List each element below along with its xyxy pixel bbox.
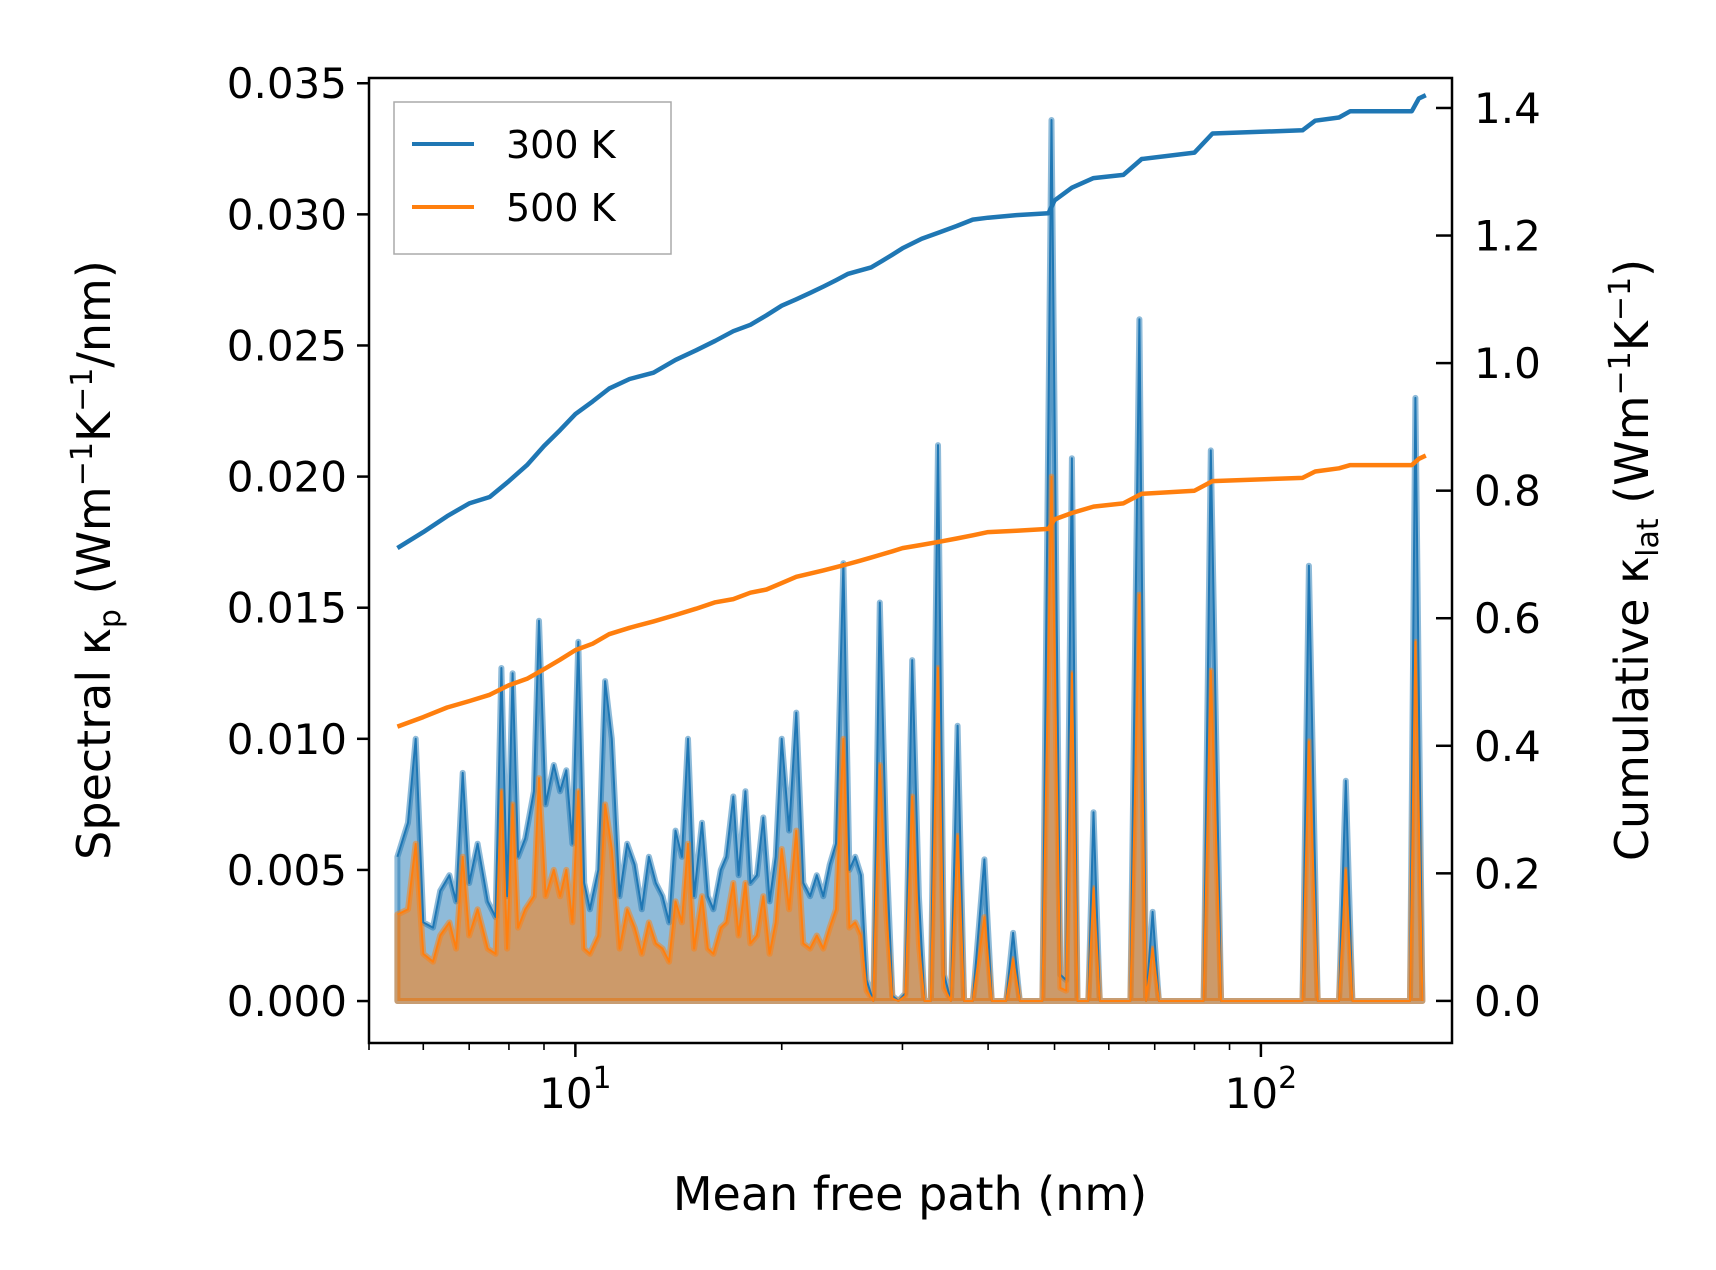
right-y-tick-label: 0.8 <box>1474 467 1541 516</box>
right-y-tick-labels: 0.0 0.2 0.4 0.6 0.8 1.0 1.2 1.4 <box>1474 84 1541 1026</box>
left-y-tick-label: 0.035 <box>227 59 347 108</box>
right-y-tick-label: 0.6 <box>1474 594 1541 643</box>
x-tick-label: 102 <box>1225 1061 1298 1118</box>
left-y-axis-title: Spectral κp (Wm−1K−1/nm) <box>65 260 128 860</box>
left-y-tick-labels: 0.000 0.005 0.010 0.015 0.020 0.025 0.03… <box>227 59 347 1026</box>
cumulative-line-300k <box>396 93 1427 551</box>
right-y-tick-label: 0.4 <box>1474 722 1541 771</box>
right-y-tick-label: 0.0 <box>1474 977 1541 1026</box>
left-y-tick-label: 0.025 <box>227 321 347 370</box>
left-y-tick-label: 0.030 <box>227 190 347 239</box>
x-axis-title: Mean free path (nm) <box>673 1167 1147 1221</box>
left-y-tick-label: 0.005 <box>227 846 347 895</box>
legend-label-500k: 500 K <box>506 186 617 230</box>
left-y-tick-label: 0.000 <box>227 977 347 1026</box>
axis-ticks <box>357 81 1452 1057</box>
cumulative-lines <box>396 93 1427 729</box>
legend-box <box>393 101 672 255</box>
spectral-line-500k <box>396 475 1424 1002</box>
spectral-lines <box>396 119 1424 1002</box>
right-y-tick-label: 1.4 <box>1474 84 1541 133</box>
right-y-tick-label: 1.0 <box>1474 339 1541 388</box>
right-y-tick-label: 0.2 <box>1474 849 1541 898</box>
left-y-tick-label: 0.020 <box>227 453 347 502</box>
spectral-line-300k <box>396 119 1424 1002</box>
left-y-tick-label: 0.015 <box>227 584 347 633</box>
left-y-tick-label: 0.010 <box>227 715 347 764</box>
legend-label-300k: 300 K <box>506 123 617 167</box>
cumulative-line-500k <box>396 453 1427 729</box>
plot-frame <box>367 76 1454 1045</box>
x-tick-label: 101 <box>539 1061 612 1118</box>
right-y-axis-title: Cumulative κlat (Wm−1K−1) <box>1603 259 1666 861</box>
right-y-tick-label: 1.2 <box>1474 212 1541 261</box>
legend: 300 K 500 K <box>393 101 672 255</box>
